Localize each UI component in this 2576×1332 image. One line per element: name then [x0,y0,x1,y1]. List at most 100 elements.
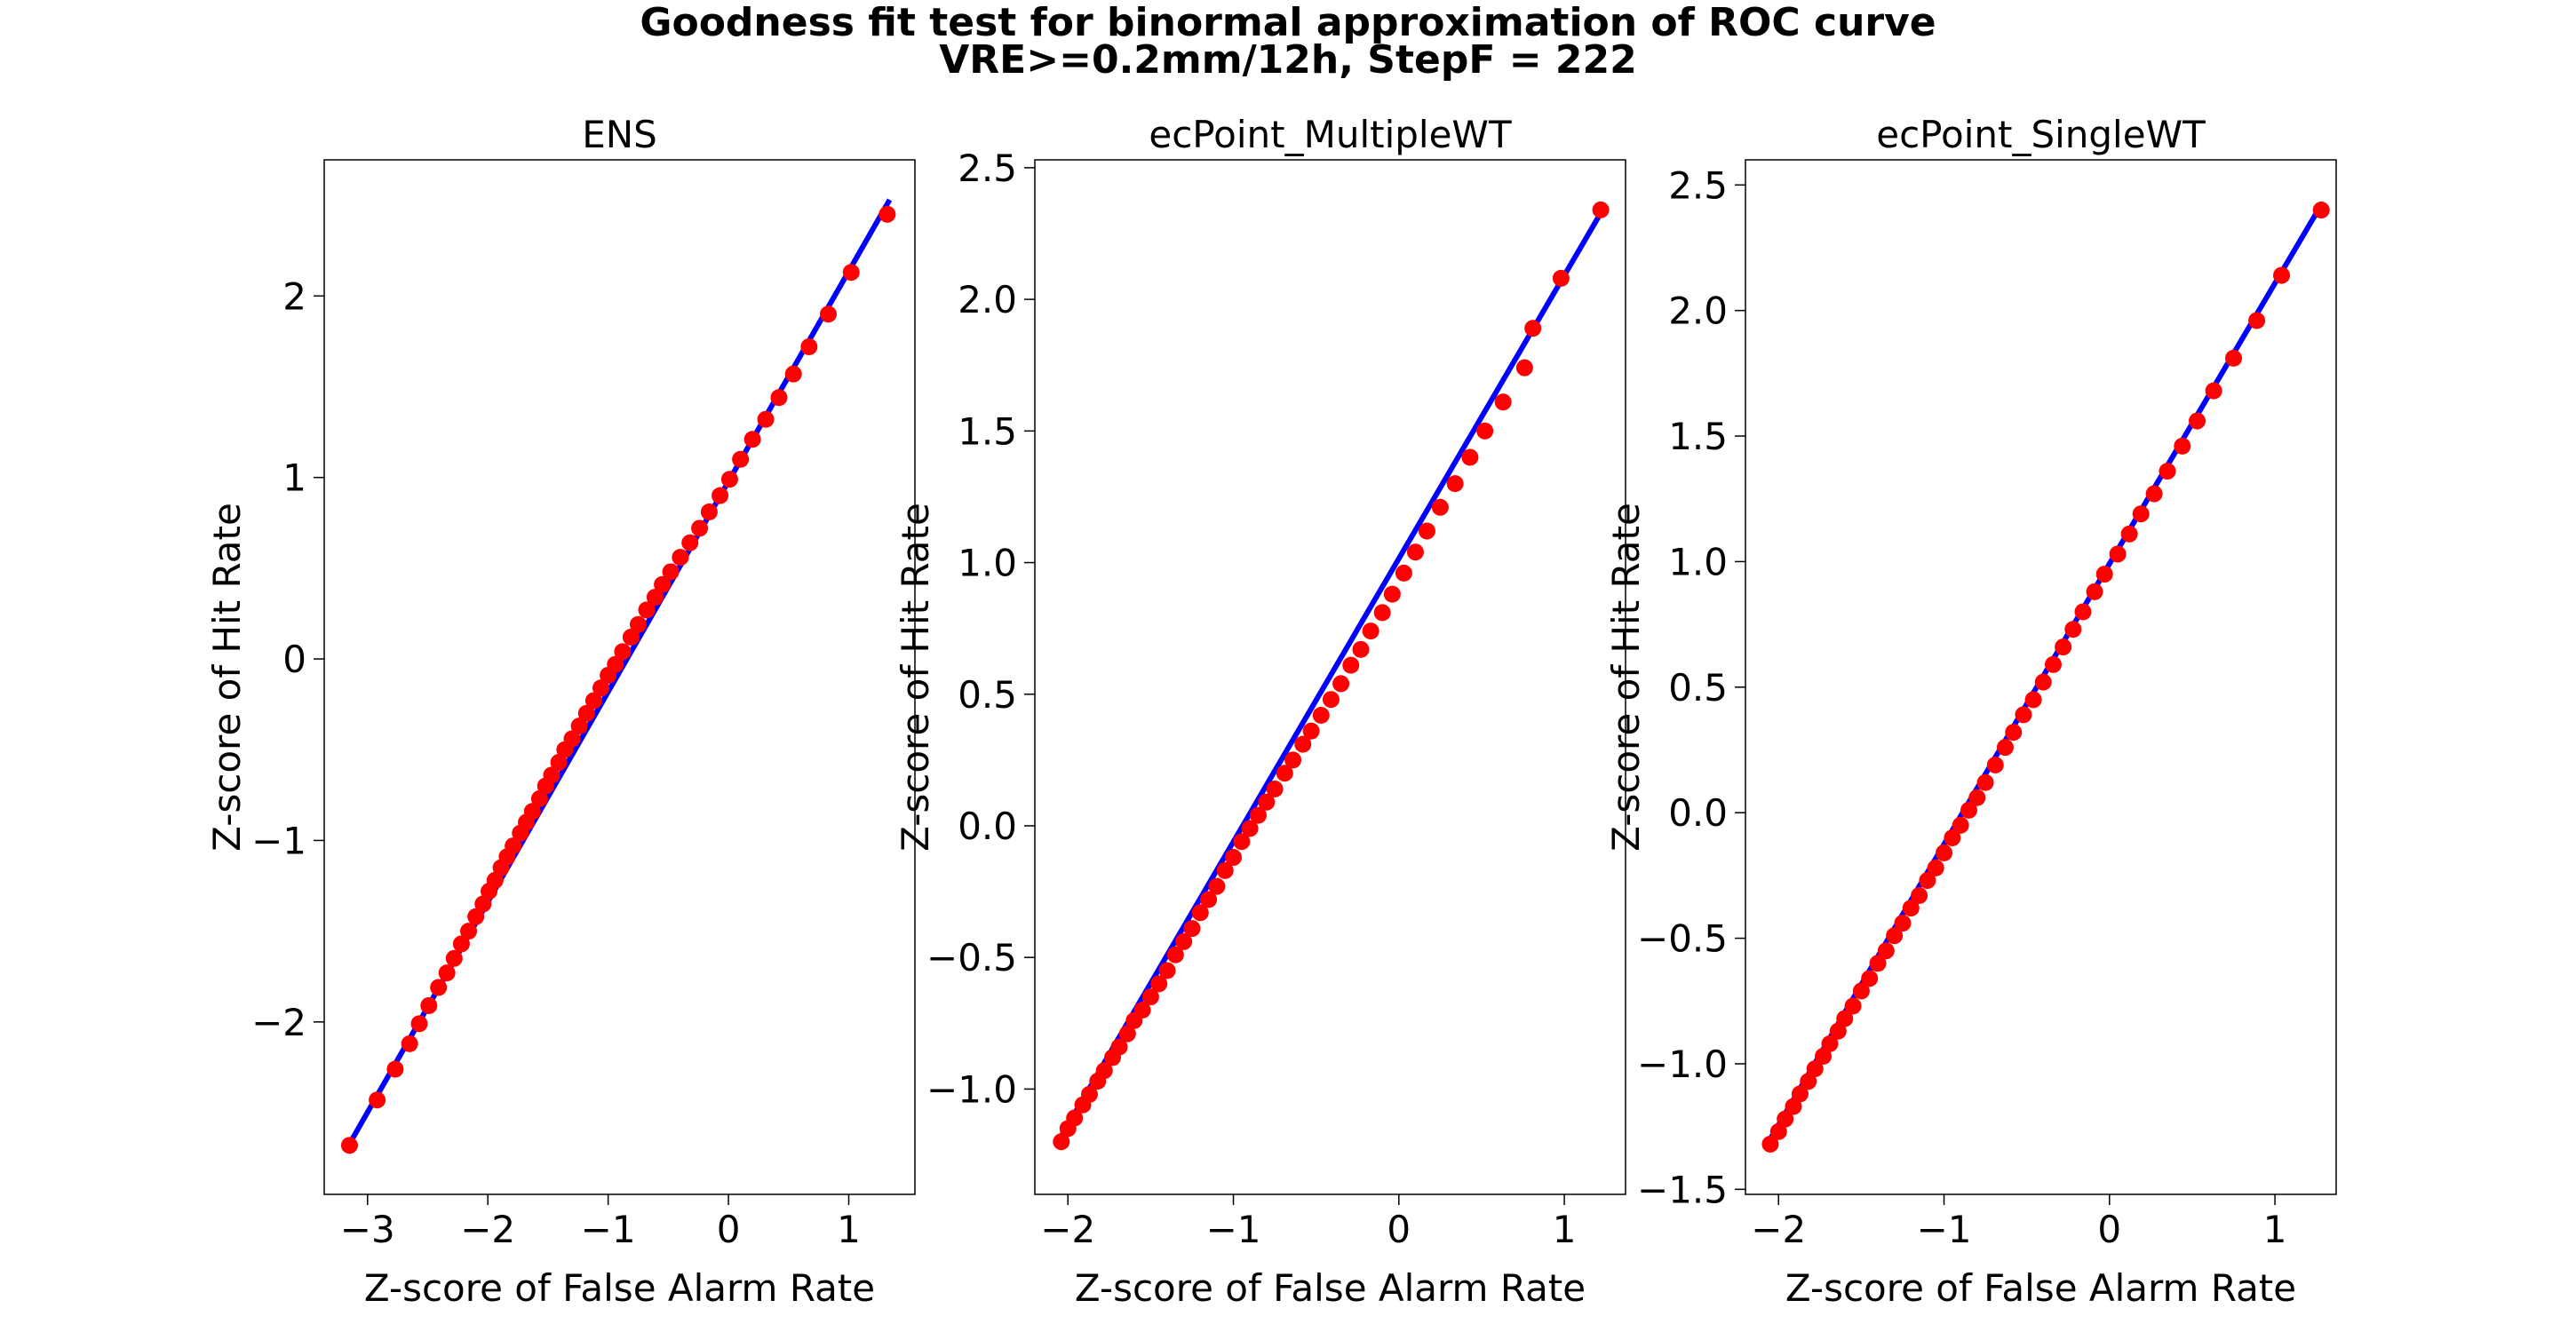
data-point [430,979,448,996]
data-point [2109,545,2127,563]
x-axis-label: Z-score of False Alarm Rate [1785,1266,2296,1310]
data-point [1919,872,1936,890]
data-point [1986,756,2004,773]
x-tick-label: −1 [581,1208,636,1251]
data-point [563,730,581,748]
data-point [2095,566,2113,583]
data-point [1312,706,1330,724]
data-point [2132,505,2150,523]
data-point [2205,382,2222,400]
data-point [1362,622,1379,640]
data-point [1821,1035,1839,1052]
data-point [1276,765,1293,782]
data-point [1968,789,1986,806]
data-point [800,338,818,356]
y-tick-label: 1 [282,456,306,500]
y-tick-label: 2.5 [958,147,1017,190]
data-point [1373,604,1391,622]
plot-frame [323,159,916,1195]
y-tick-label: 1.5 [1668,415,1728,458]
figure-title-line-2: VRE>=0.2mm/12h, StepF = 222 [939,37,1637,83]
y-tick-label: 1.5 [958,409,1017,453]
data-point [1352,640,1370,658]
data-point [2174,437,2191,455]
y-tick-label: 1.0 [1668,540,1728,583]
data-point [1960,801,1977,819]
data-point [629,615,647,633]
data-point [1777,1110,1794,1128]
data-point [607,655,624,673]
data-point [2248,312,2266,329]
data-point [2120,525,2138,543]
data-point [1902,900,1920,917]
data-point [584,692,602,710]
data-point [1133,1001,1151,1019]
data-point [1294,735,1312,753]
data-point [1166,946,1184,963]
data-point [1886,927,1904,945]
y-axis-label: Z-score of Hit Rate [205,503,249,852]
subplot-singlewt: ecPoint_SingleWT −2 −1 0 1 −1.5 −1.0 −0.5 0.0 0.5… [1604,113,2337,1310]
data-point [1158,962,1176,979]
data-point [445,949,463,967]
data-point [1952,816,1969,834]
data-point [672,549,689,567]
subplot-multiplewt: ecPoint_MultipleWT −2 −1 0 1 −1.0 −0.5 0.0 0.5 1.… [894,113,1626,1310]
data-point [570,718,588,735]
data-point [757,410,775,428]
data-point [1302,722,1320,740]
data-point [2145,485,2163,503]
y-tick-label: 2 [282,274,306,318]
data-point [1095,1062,1113,1080]
data-point [467,908,485,925]
data-point [340,1137,358,1154]
data-point [523,803,541,821]
x-tick-label: −2 [1040,1208,1095,1251]
x-tick-label: 1 [1553,1208,1577,1251]
data-point [712,487,729,504]
data-point [460,923,478,940]
data-point [1080,1085,1098,1103]
data-point [1869,955,1887,972]
data-point [1829,1022,1847,1040]
subplot-title: ecPoint_MultipleWT [1149,113,1512,156]
data-point [369,1091,386,1109]
data-point [662,563,680,581]
data-point [879,205,896,223]
data-point [505,837,522,855]
y-tick-label: 1.0 [958,542,1017,585]
data-point [622,629,640,646]
data-point [550,754,568,772]
data-point [842,264,860,281]
x-tick-label: 0 [2097,1208,2121,1251]
data-point [1066,1109,1084,1127]
plot-frame [1745,159,2337,1195]
data-point [2273,266,2291,284]
data-point [646,589,664,607]
figure-title-line-1: Goodness fit test for binormal approxima… [640,0,1936,45]
y-tick-label: −1.5 [1637,1168,1728,1211]
data-point [2005,724,2023,741]
data-point [1266,780,1284,797]
data-point [1183,920,1201,938]
data-point [1524,320,1542,337]
data-point [1769,1122,1787,1140]
x-tick-label: 0 [1387,1208,1411,1251]
data-point [1216,861,1234,879]
data-point [1461,448,1479,466]
data-point [2055,638,2072,656]
data-point [592,679,610,697]
data-point [1791,1085,1809,1103]
data-point [1894,915,1912,932]
x-axis-label: Z-score of False Alarm Rate [364,1266,875,1310]
data-point [1861,970,1879,987]
data-point [2044,655,2062,673]
data-point [1761,1135,1779,1153]
data-point [1844,997,1862,1015]
data-point [1996,739,2014,757]
data-point [681,534,699,551]
y-tick-label: 2.5 [1668,163,1728,207]
y-tick-label: −1.0 [926,1067,1017,1111]
